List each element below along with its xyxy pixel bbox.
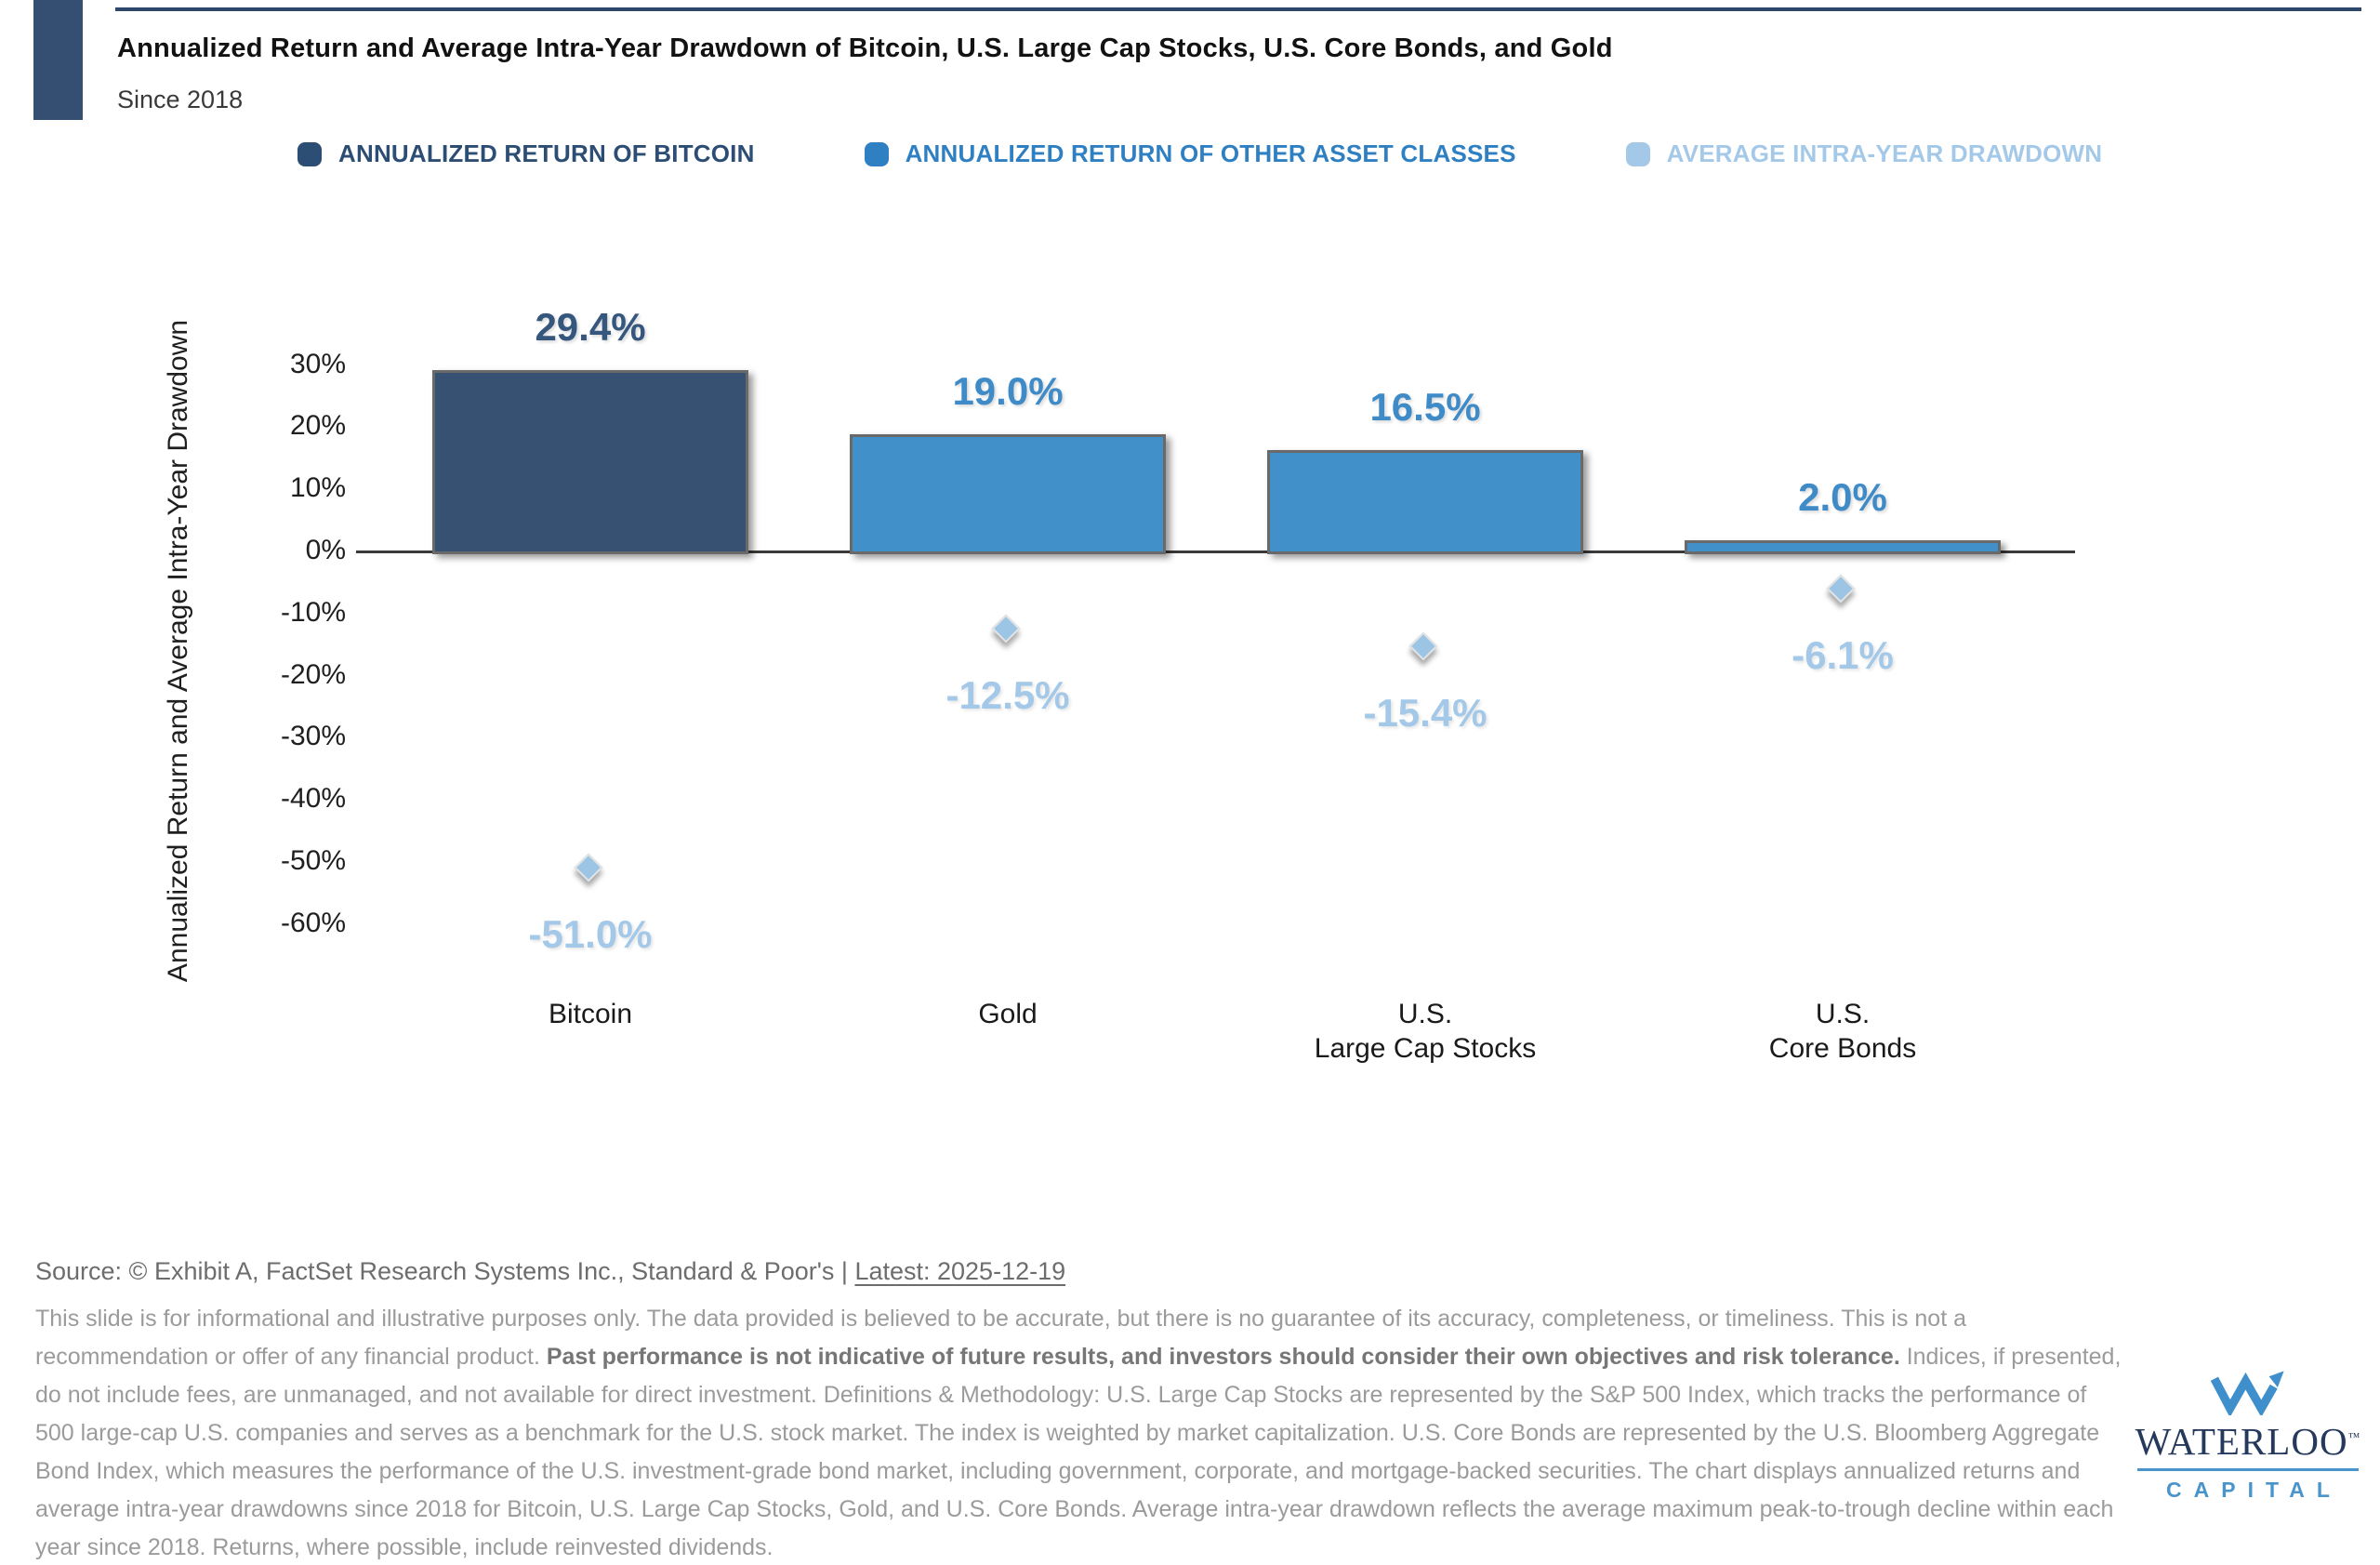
disclaimer-bold-sentence: Past performance is not indicative of fu… [546, 1344, 1900, 1370]
return-value-label: 16.5% [1369, 384, 1481, 429]
return-value-label: 19.0% [952, 369, 1064, 414]
disclaimer-text-2: Indices, if presented, do not include fe… [35, 1344, 2122, 1560]
logo-divider [2137, 1468, 2359, 1471]
return-bar-u-s-core-bonds [1685, 539, 2001, 554]
return-bar-u-s-large-cap-stocks [1267, 449, 1583, 554]
top-rule [115, 7, 2361, 11]
legend-item-0: ANNUALIZED RETURN OF BITCOIN [298, 139, 755, 168]
y-tick-label: -40% [280, 783, 346, 815]
logo-subtext: CAPITAL [2166, 1478, 2342, 1502]
logo-wordmark: WATERLOO™ [2135, 1420, 2361, 1463]
y-tick-label: 10% [289, 472, 346, 504]
page-title: Annualized Return and Average Intra-Year… [117, 33, 1613, 63]
y-tick-label: -30% [280, 721, 346, 752]
disclaimer: This slide is for informational and illu… [35, 1300, 2122, 1565]
legend-dot [298, 141, 322, 166]
category-label: Gold [978, 999, 1038, 1029]
category-label: U.S. Core Bonds [1768, 999, 1917, 1064]
drawdown-value-label: -15.4% [1363, 690, 1488, 735]
y-tick-label: 30% [289, 348, 346, 379]
y-tick-label: 20% [289, 410, 346, 442]
legend-item-1: ANNUALIZED RETURN OF OTHER ASSET CLASSES [864, 139, 1516, 168]
drawdown-marker [1826, 574, 1856, 603]
drawdown-marker [574, 853, 603, 882]
legend-label: ANNUALIZED RETURN OF OTHER ASSET CLASSES [905, 139, 1516, 167]
source-line: Source: © Exhibit A, FactSet Research Sy… [35, 1257, 1065, 1286]
trademark-symbol: ™ [2347, 1429, 2361, 1444]
x-axis-line [356, 550, 2075, 553]
drawdown-marker [991, 613, 1021, 643]
drawdown-value-label: -51.0% [528, 911, 653, 956]
drawdown-marker [1408, 631, 1438, 661]
category-label: Bitcoin [548, 999, 633, 1029]
category-label: U.S. Large Cap Stocks [1314, 999, 1537, 1064]
y-tick-label: -20% [280, 658, 346, 690]
return-bar-gold [850, 434, 1166, 554]
legend-item-2: AVERAGE INTRA-YEAR DRAWDOWN [1625, 139, 2103, 168]
y-tick-label: 0% [305, 535, 346, 565]
drawdown-value-label: -6.1% [1792, 632, 1894, 677]
legend-dot [864, 141, 889, 166]
legend-label: AVERAGE INTRA-YEAR DRAWDOWN [1666, 139, 2103, 167]
waterloo-capital-logo: WATERLOO™ CAPITAL [2127, 1369, 2369, 1503]
chart-legend: ANNUALIZED RETURN OF BITCOIN ANNUALIZED R… [298, 139, 2102, 168]
y-tick-label: -10% [280, 596, 346, 628]
return-value-label: 2.0% [1798, 474, 1887, 519]
return-value-label: 29.4% [535, 304, 646, 349]
source-text: Source: © Exhibit A, FactSet Research Sy… [35, 1257, 855, 1285]
logo-w-arrow-icon [2210, 1371, 2284, 1415]
legend-label: ANNUALIZED RETURN OF BITCOIN [338, 139, 755, 167]
y-tick-label: -50% [280, 845, 346, 876]
return-bar-bitcoin [432, 369, 748, 554]
y-tick-label: -60% [280, 907, 346, 938]
disclaimer-text-1: This slide is for informational and illu… [35, 1306, 1967, 1370]
legend-dot [1625, 141, 1650, 166]
accent-square [33, 0, 83, 120]
page-subtitle: Since 2018 [117, 86, 244, 113]
latest-date-link[interactable]: Latest: 2025-12-19 [854, 1257, 1066, 1285]
drawdown-value-label: -12.5% [945, 672, 1070, 717]
